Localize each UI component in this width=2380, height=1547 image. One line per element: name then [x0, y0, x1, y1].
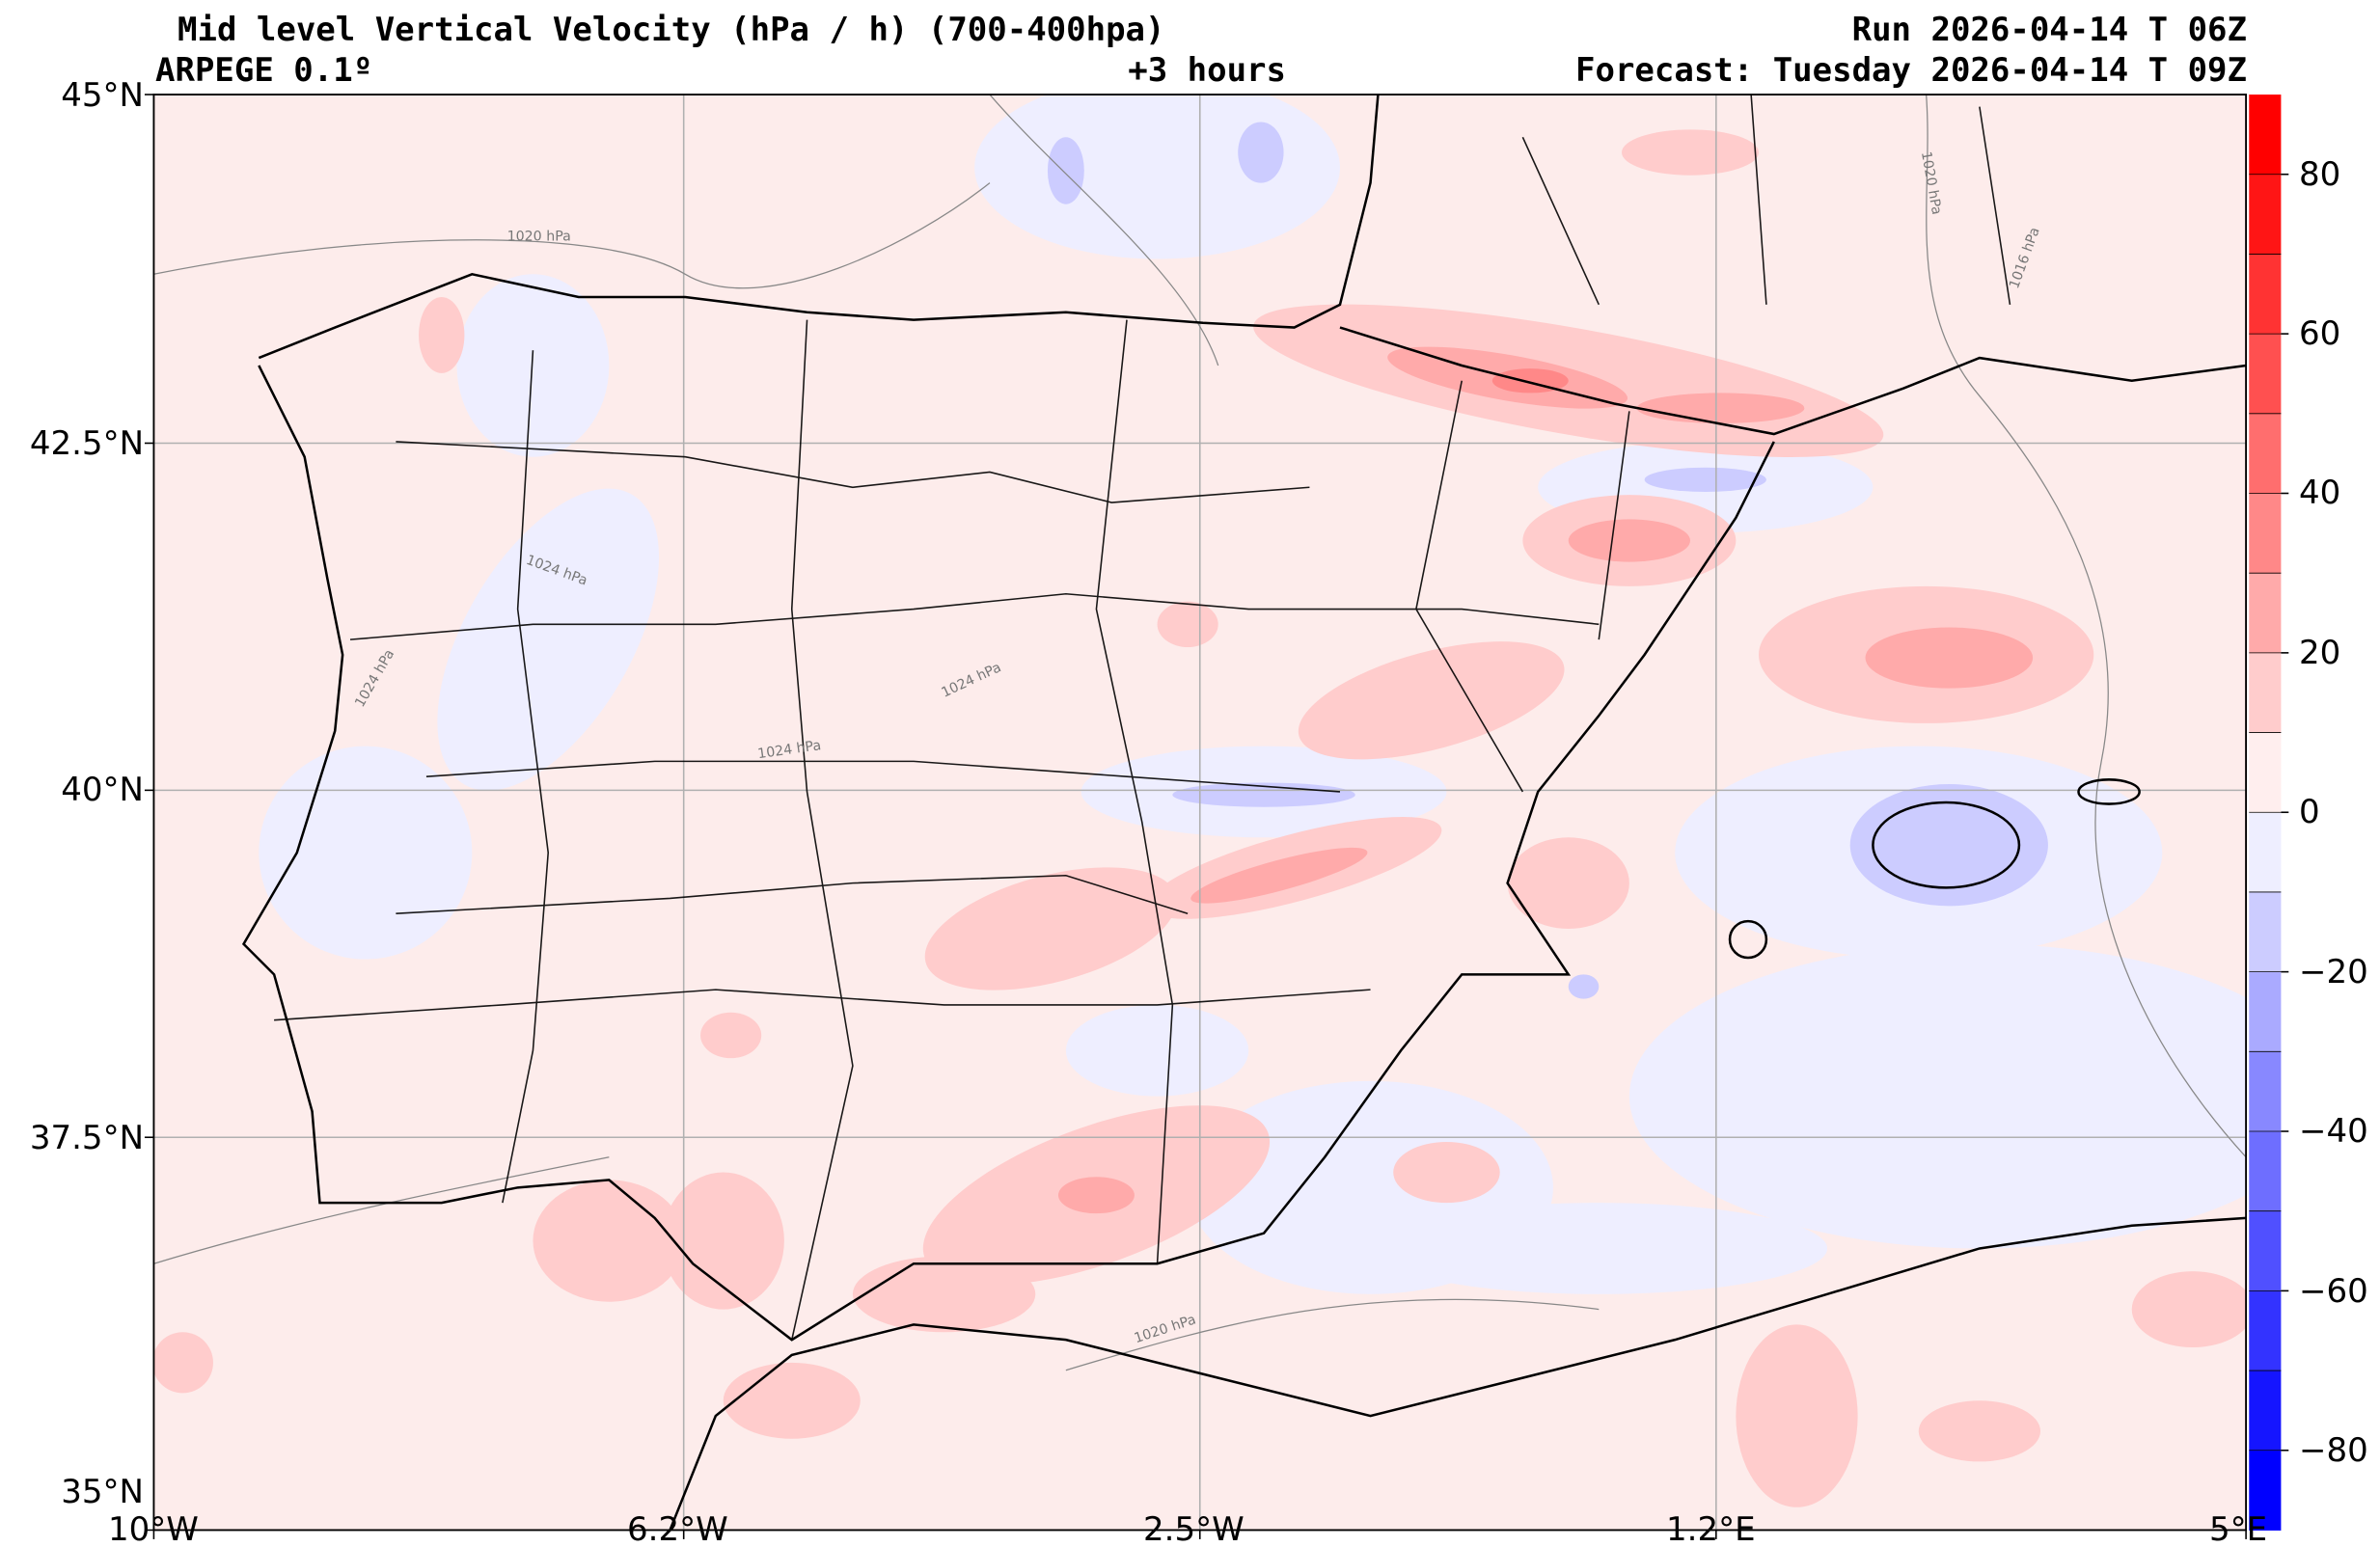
- gridlines: [153, 95, 2247, 1531]
- colorbar-segment: [2249, 732, 2282, 813]
- lead-time: +3 hours: [1128, 51, 1286, 90]
- colorbar-segment: [2249, 95, 2282, 176]
- forecast-time: Forecast: Tuesday 2026-04-14 T 09Z: [1575, 51, 2247, 90]
- colorbar-tick-label: −60: [2299, 1271, 2368, 1311]
- colorbar-segment: [2249, 1131, 2282, 1212]
- colorbar-segment: [2249, 891, 2282, 973]
- colorbar-segment: [2249, 1210, 2282, 1291]
- colorbar-segment: [2249, 1290, 2282, 1371]
- colorbar-tick-label: 80: [2299, 154, 2341, 194]
- colorbar-segment: [2249, 174, 2282, 255]
- colorbar-segment: [2249, 334, 2282, 415]
- lat-label: 42.5°N: [29, 424, 144, 463]
- lon-label: 5°E: [2209, 1510, 2268, 1547]
- lon-label: 1.2°E: [1666, 1510, 1756, 1547]
- colorbar-segment: [2249, 573, 2282, 654]
- colorbar-segment: [2249, 652, 2282, 734]
- colorbar-segment: [2249, 1450, 2282, 1531]
- lat-label: 35°N: [61, 1473, 144, 1511]
- colorbar-segment: [2249, 1371, 2282, 1452]
- colorbar-tick-label: −40: [2299, 1112, 2368, 1152]
- isobar-label: 1020 hPa: [507, 230, 571, 245]
- lat-label: 37.5°N: [29, 1119, 144, 1157]
- colorbar-tick-label: 40: [2299, 474, 2341, 513]
- colorbar-segment: [2249, 1051, 2282, 1132]
- lat-label: 40°N: [61, 771, 144, 809]
- lon-label: 10°W: [108, 1510, 199, 1547]
- run-time: Run 2026-04-14 T 06Z: [1851, 11, 2247, 49]
- map-title: Mid level Vertical Velocity (hPa / h) (7…: [178, 11, 1165, 49]
- colorbar: [2249, 95, 2289, 1531]
- colorbar-segment: [2249, 254, 2282, 335]
- lon-label: 6.2°W: [627, 1510, 728, 1547]
- model-name: ARPEGE 0.1º: [155, 51, 373, 90]
- colorbar-segment: [2249, 812, 2282, 893]
- admin-borders: [274, 95, 2011, 1341]
- colorbar-segment: [2249, 971, 2282, 1052]
- colorbar-tick-label: 20: [2299, 633, 2341, 672]
- colorbar-tick-label: 0: [2299, 793, 2320, 832]
- lat-label: 45°N: [61, 76, 144, 115]
- colorbar-segment: [2249, 493, 2282, 574]
- colorbar-tick-label: 60: [2299, 314, 2341, 353]
- colorbar-tick-label: −20: [2299, 952, 2368, 991]
- isobars: [153, 95, 2247, 1371]
- lon-label: 2.5°W: [1143, 1510, 1245, 1547]
- colorbar-segment: [2249, 413, 2282, 494]
- colorbar-tick-label: −80: [2299, 1430, 2368, 1470]
